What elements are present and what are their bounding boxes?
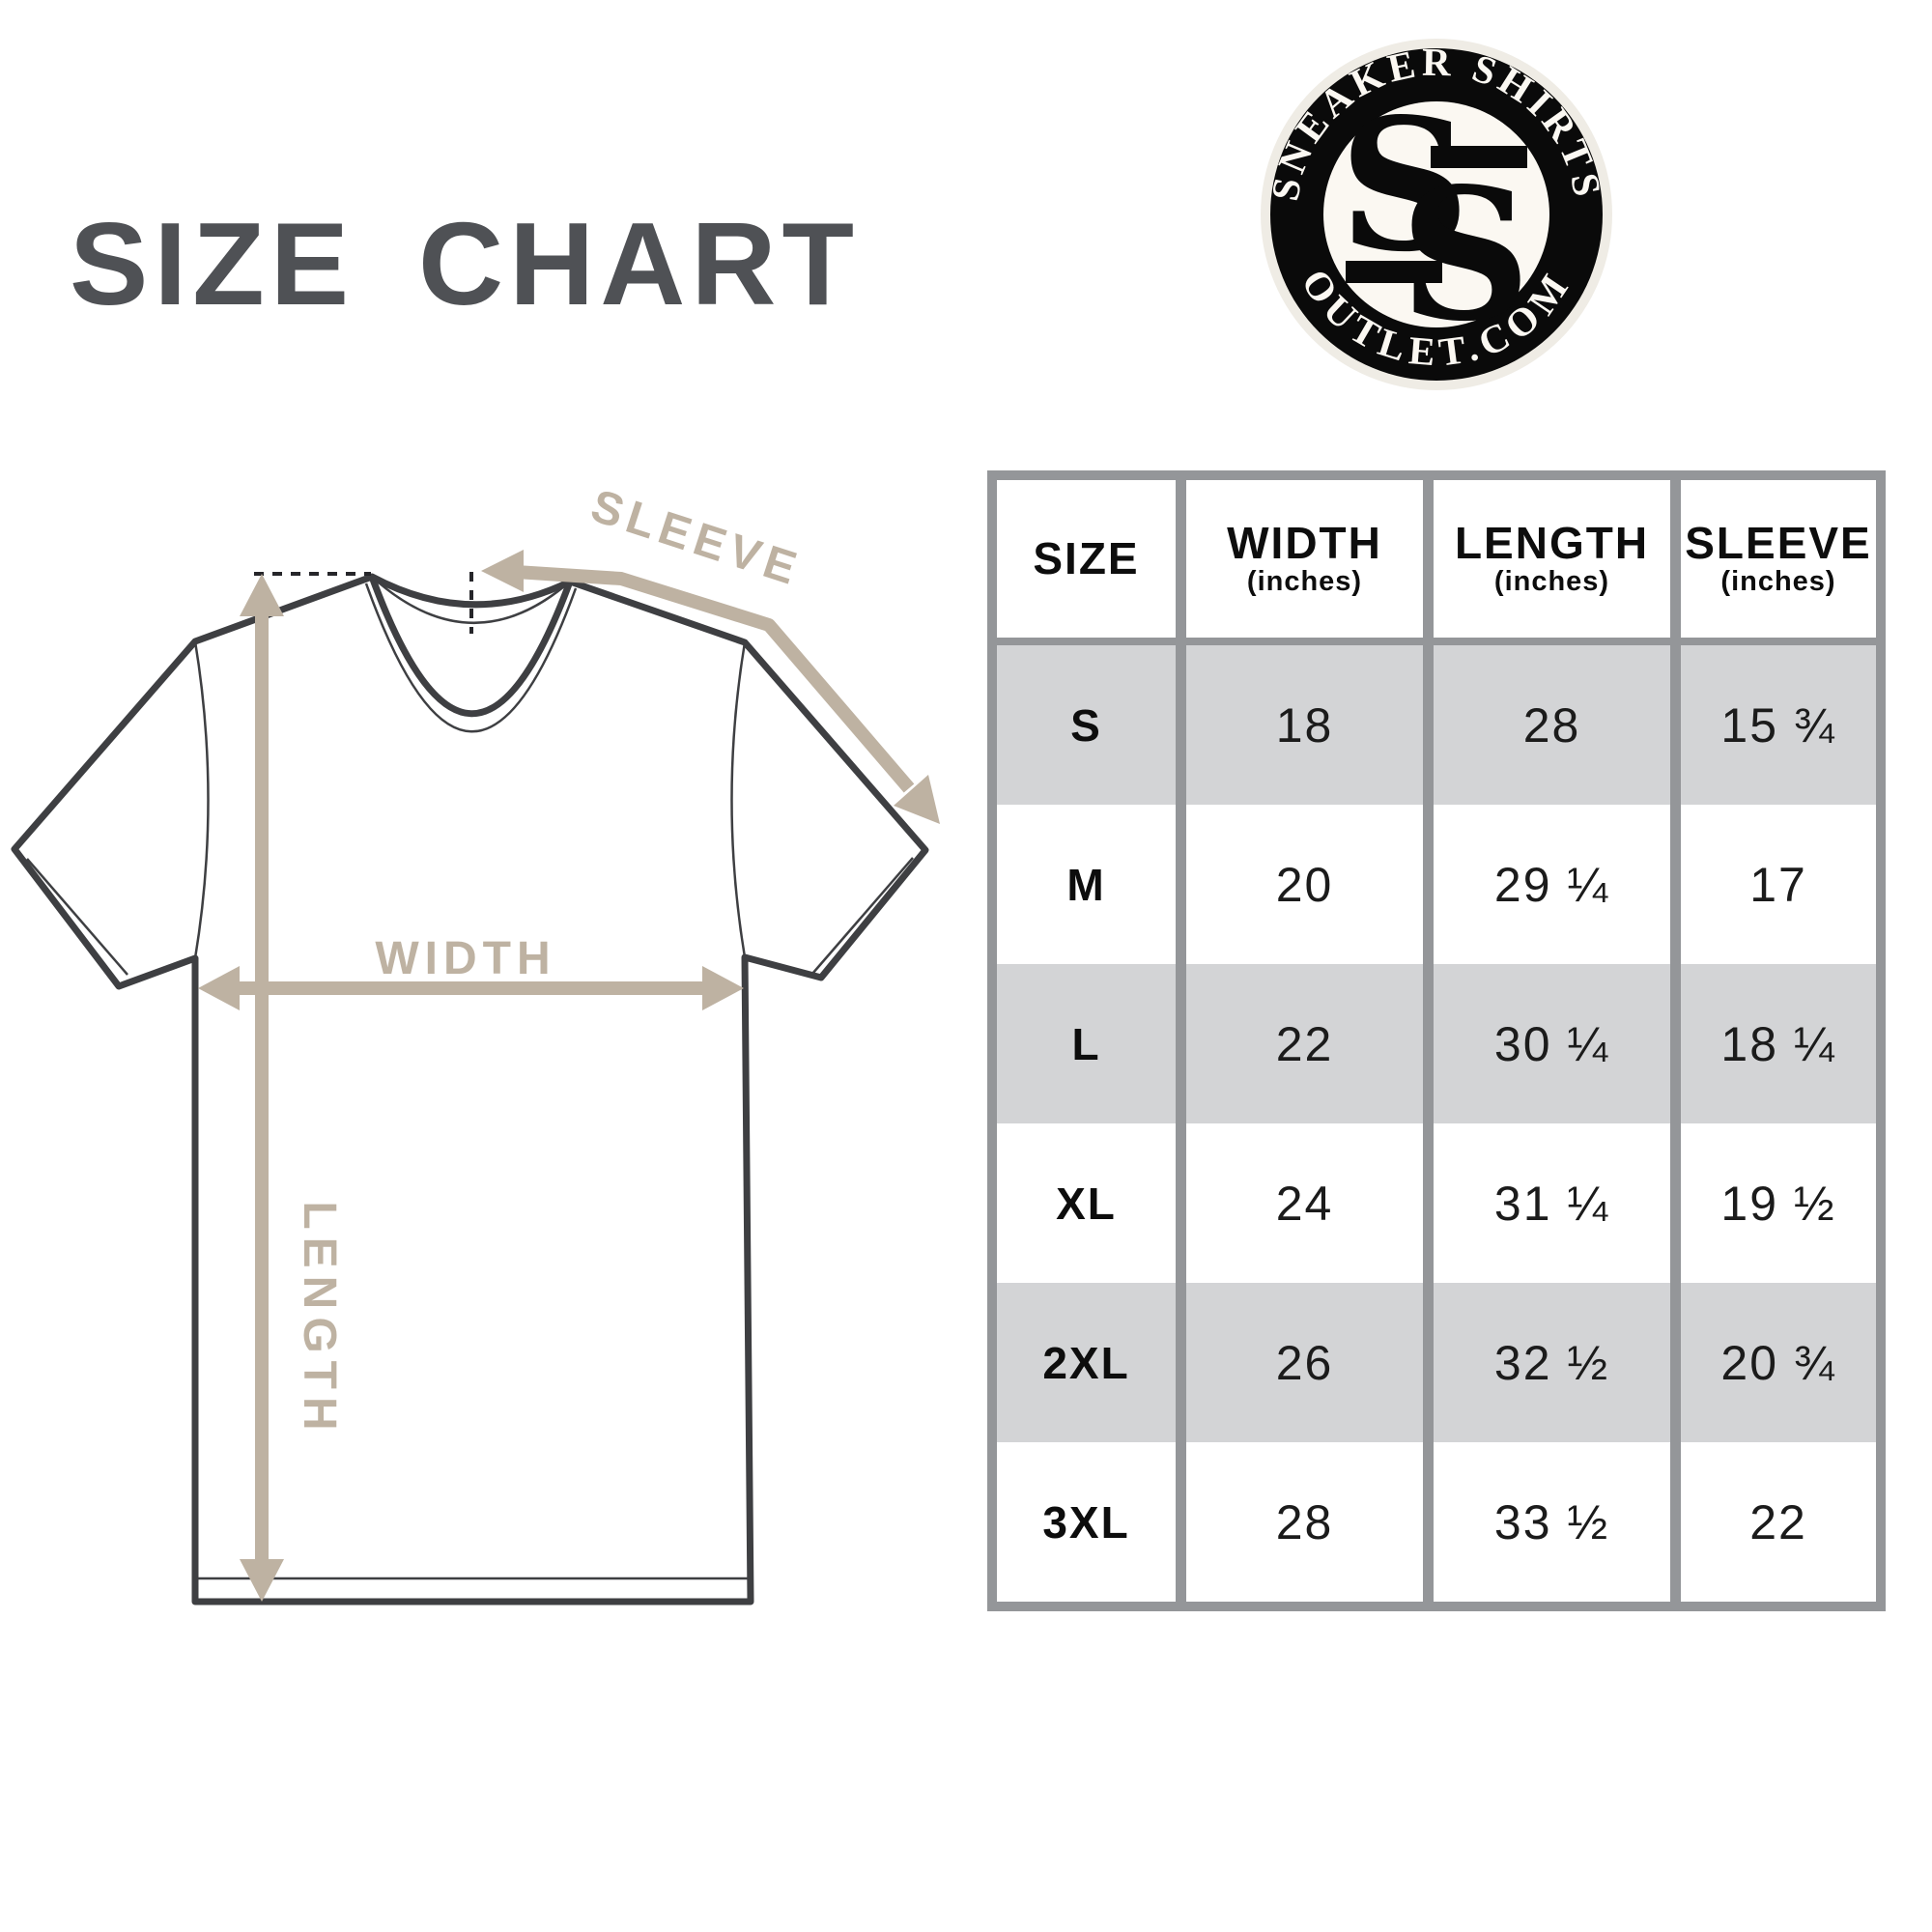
table-row: XL 24 31 ¼ 19 ½ bbox=[997, 1123, 1876, 1283]
width-value: 26 bbox=[1275, 1335, 1334, 1390]
sleeve-arrow bbox=[481, 550, 940, 824]
size-value: M bbox=[1066, 859, 1106, 910]
width-label: WIDTH bbox=[375, 933, 555, 984]
width-value: 20 bbox=[1275, 857, 1334, 912]
width-value: 28 bbox=[1275, 1494, 1334, 1549]
logo-ss-monogram-icon: S S bbox=[1339, 79, 1531, 362]
size-value: XL bbox=[1056, 1178, 1117, 1229]
length-value: 30 ¼ bbox=[1493, 1016, 1610, 1071]
sleeve-value: 18 ¼ bbox=[1720, 1016, 1836, 1071]
size-chart-table: SIZE WIDTH (inches) LENGTH (inches) SLEE… bbox=[987, 470, 1886, 1611]
page-title: SIZE CHART bbox=[70, 198, 860, 329]
size-value: L bbox=[1071, 1018, 1101, 1069]
sleeve-value: 17 bbox=[1749, 857, 1807, 912]
sleeve-value: 20 ¾ bbox=[1720, 1335, 1836, 1390]
tshirt-measurement-diagram: WIDTH LENGTH SLEEVE bbox=[11, 480, 940, 1605]
table-row: S 18 28 15 ¾ bbox=[997, 645, 1876, 805]
size-value: S bbox=[1070, 699, 1102, 751]
tshirt-outline bbox=[11, 573, 929, 1605]
brand-logo: SNEAKER SHIRTS OUTLET.COM S S bbox=[1261, 39, 1612, 390]
length-value: 31 ¼ bbox=[1493, 1176, 1610, 1231]
sleeve-value: 19 ½ bbox=[1720, 1176, 1836, 1231]
length-value: 32 ½ bbox=[1493, 1335, 1610, 1390]
width-value: 22 bbox=[1275, 1016, 1334, 1071]
table-row: 3XL 28 33 ½ 22 bbox=[997, 1442, 1876, 1602]
length-value: 29 ¼ bbox=[1493, 857, 1610, 912]
length-value: 33 ½ bbox=[1493, 1494, 1610, 1549]
size-value: 3XL bbox=[1042, 1496, 1130, 1548]
header-cell-length: LENGTH (inches) bbox=[1423, 480, 1670, 638]
length-label: LENGTH bbox=[294, 1201, 345, 1437]
header-cell-size: SIZE bbox=[997, 480, 1176, 638]
guide-dashed-lines bbox=[254, 572, 473, 634]
table-header-row: SIZE WIDTH (inches) LENGTH (inches) SLEE… bbox=[997, 480, 1876, 645]
table-row: L 22 30 ¼ 18 ¼ bbox=[997, 964, 1876, 1123]
header-cell-width: WIDTH (inches) bbox=[1176, 480, 1423, 638]
header-cell-sleeve: SLEEVE (inches) bbox=[1670, 480, 1876, 638]
svg-text:S: S bbox=[1400, 149, 1531, 362]
sleeve-value: 22 bbox=[1749, 1494, 1807, 1549]
length-arrow bbox=[240, 574, 284, 1602]
table-row: 2XL 26 32 ½ 20 ¾ bbox=[997, 1283, 1876, 1442]
width-value: 24 bbox=[1275, 1176, 1334, 1231]
width-value: 18 bbox=[1275, 697, 1334, 753]
length-value: 28 bbox=[1522, 697, 1581, 753]
tshirt-seams bbox=[26, 575, 914, 1580]
svg-text:S: S bbox=[1339, 79, 1470, 293]
sleeve-value: 15 ¾ bbox=[1720, 697, 1836, 753]
table-row: M 20 29 ¼ 17 bbox=[997, 805, 1876, 964]
width-arrow bbox=[198, 966, 744, 1010]
size-value: 2XL bbox=[1042, 1337, 1130, 1388]
